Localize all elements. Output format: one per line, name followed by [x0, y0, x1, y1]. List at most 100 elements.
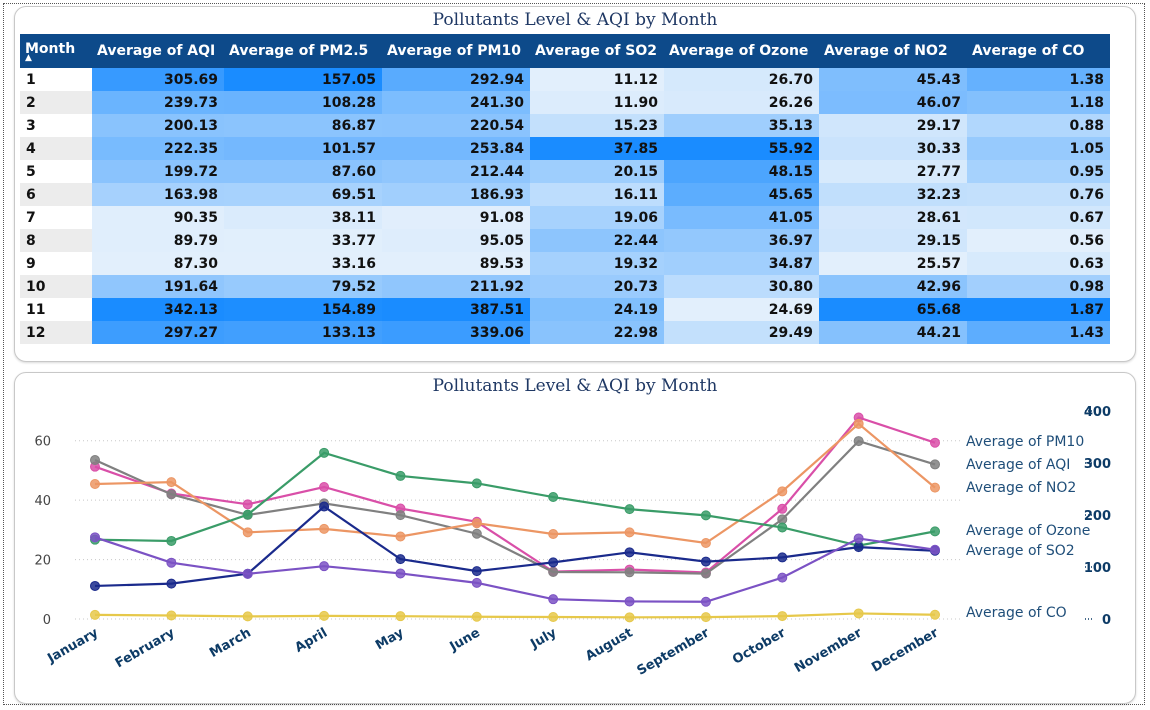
series-point [471, 518, 482, 529]
series-point [930, 437, 940, 448]
month-cell: 6 [20, 183, 92, 206]
table-row[interactable]: 12 297.27 133.13 339.06 22.98 29.49 44.21 1.43 [20, 321, 1110, 344]
series-point [930, 482, 940, 493]
value-cell: 342.13 [92, 298, 224, 321]
series-point [700, 596, 711, 607]
column-header-label: Month [25, 40, 76, 57]
series-point [242, 499, 253, 510]
series-point [395, 568, 406, 579]
value-cell: 65.68 [819, 298, 967, 321]
line-chart-visual[interactable]: Pollutants Level & AQI by Month 0 20 40 60 0… [14, 372, 1136, 704]
column-header-2[interactable]: Average of PM2.5 [224, 34, 382, 68]
series-point [90, 455, 100, 466]
series-point [166, 610, 177, 621]
series-point [548, 557, 559, 568]
table-row[interactable]: 10 191.64 79.52 211.92 20.73 30.80 42.96 0.98 [20, 275, 1110, 298]
series-point [319, 482, 330, 493]
table-row[interactable]: 11 342.13 154.89 387.51 24.19 24.69 65.68 1.87 [20, 298, 1110, 321]
y-left-tick-label: 40 [34, 494, 51, 509]
x-tick-label: June [447, 625, 483, 655]
value-cell: 29.17 [819, 114, 967, 137]
series-point [777, 611, 788, 622]
value-cell: 42.96 [819, 275, 967, 298]
series-point [395, 554, 406, 565]
month-cell: 4 [20, 137, 92, 160]
column-header-3[interactable]: Average of PM10 [382, 34, 530, 68]
table-row[interactable]: 4 222.35 101.57 253.84 37.85 55.92 30.33 1.05 [20, 137, 1110, 160]
month-cell: 7 [20, 206, 92, 229]
series-point [242, 509, 253, 520]
value-cell: 199.72 [92, 160, 224, 183]
series-point [853, 418, 864, 429]
series-point [395, 611, 406, 622]
series-point [624, 567, 635, 578]
series-point [548, 594, 559, 605]
line-chart: 0 20 40 60 0 100 200 300 400 January February March… [34, 405, 1111, 679]
value-cell: 1.38 [967, 68, 1110, 91]
value-cell: 1.43 [967, 321, 1110, 344]
value-cell: 26.70 [664, 68, 819, 91]
series-point [700, 510, 711, 521]
series-point [319, 523, 330, 534]
column-header-4[interactable]: Average of SO2 [530, 34, 664, 68]
value-cell: 19.06 [530, 206, 664, 229]
series-point [90, 609, 100, 620]
value-cell: 91.08 [382, 206, 530, 229]
value-cell: 297.27 [92, 321, 224, 344]
series-point [853, 608, 864, 619]
table-row[interactable]: 7 90.35 38.11 91.08 19.06 41.05 28.61 0.67 [20, 206, 1110, 229]
table-row[interactable]: 6 163.98 69.51 186.93 16.11 45.65 32.23 0.76 [20, 183, 1110, 206]
series-point [319, 501, 330, 512]
table-row[interactable]: 5 199.72 87.60 212.44 20.15 48.15 27.77 0.95 [20, 160, 1110, 183]
value-cell: 29.49 [664, 321, 819, 344]
value-cell: 200.13 [92, 114, 224, 137]
column-header-label: Average of Ozone [669, 43, 809, 59]
table-row[interactable]: 1 305.69 157.05 292.94 11.12 26.70 45.43 1.38 [20, 68, 1110, 91]
table-row[interactable]: 9 87.30 33.16 89.53 19.32 34.87 25.57 0.63 [20, 252, 1110, 275]
series-point [548, 528, 559, 539]
matrix-visual[interactable]: Pollutants Level & AQI by Month Month ▲ Av… [14, 6, 1136, 362]
sort-ascending-icon[interactable]: ▲ [25, 52, 32, 63]
series-line-4 [94, 505, 936, 588]
series-point [777, 486, 788, 497]
series-point [319, 610, 330, 621]
table-row[interactable]: 2 239.73 108.28 241.30 11.90 26.26 46.07 1.18 [20, 91, 1110, 114]
value-cell: 1.18 [967, 91, 1110, 114]
column-header-label: Average of PM10 [387, 43, 521, 59]
series-point [395, 531, 406, 542]
series-label: Average of NO2 [966, 480, 1076, 496]
value-cell: 212.44 [382, 160, 530, 183]
series-label: Average of SO2 [966, 543, 1075, 559]
column-header-6[interactable]: Average of NO2 [819, 34, 967, 68]
series-point [777, 522, 788, 533]
table-row[interactable]: 3 200.13 86.87 220.54 15.23 35.13 29.17 0.88 [20, 114, 1110, 137]
series-point [242, 611, 253, 622]
value-cell: 22.44 [530, 229, 664, 252]
series-label: Average of AQI [966, 457, 1070, 473]
series-point [471, 478, 482, 489]
x-tick-label: January [44, 625, 101, 667]
column-header-7[interactable]: Average of CO [967, 34, 1110, 68]
column-header-5[interactable]: Average of Ozone [664, 34, 819, 68]
value-cell: 36.97 [664, 229, 819, 252]
y-right-tick-label: 200 [1084, 509, 1111, 524]
column-header-label: Average of AQI [97, 43, 216, 59]
series-point [166, 557, 177, 568]
value-cell: 108.28 [224, 91, 382, 114]
series-point [930, 459, 940, 470]
value-cell: 69.51 [224, 183, 382, 206]
series-point [395, 470, 406, 481]
series-line-0 [94, 416, 936, 574]
value-cell: 29.15 [819, 229, 967, 252]
value-cell: 34.87 [664, 252, 819, 275]
column-header-0[interactable]: Month ▲ [20, 34, 92, 68]
table-row[interactable]: 8 89.79 33.77 95.05 22.44 36.97 29.15 0.56 [20, 229, 1110, 252]
value-cell: 33.77 [224, 229, 382, 252]
series-point [242, 568, 253, 579]
value-cell: 20.73 [530, 275, 664, 298]
value-cell: 90.35 [92, 206, 224, 229]
x-tick-label: May [373, 625, 407, 653]
x-tick-label: July [527, 625, 559, 652]
column-header-1[interactable]: Average of AQI [92, 34, 224, 68]
value-cell: 79.52 [224, 275, 382, 298]
